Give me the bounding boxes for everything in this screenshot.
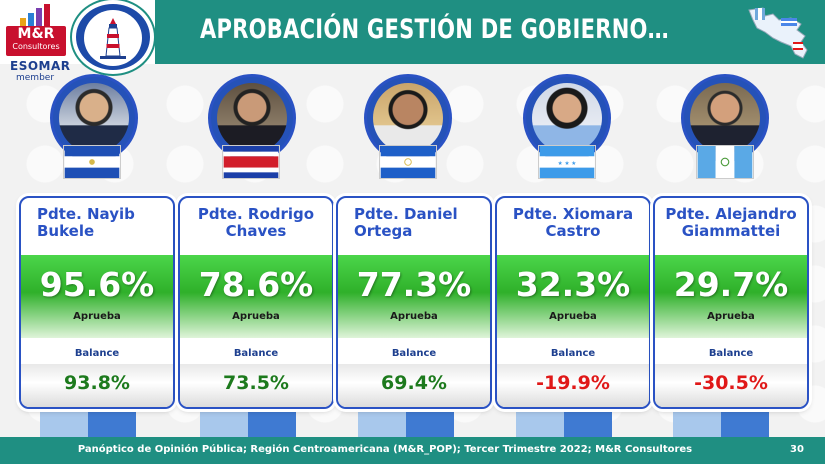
- balance-value: 69.4%: [381, 372, 447, 394]
- logo-mr-badge: M&R Consultores: [6, 26, 66, 56]
- portrait-ortega: [364, 74, 452, 162]
- approval-value: 32.3%: [515, 265, 631, 304]
- honduras-flag-icon: ★ ★ ★: [538, 145, 596, 179]
- approval-panel: 95.6% Aprueba: [21, 255, 173, 338]
- balance-label: Balance: [233, 348, 279, 359]
- card-tab: [358, 407, 454, 437]
- approval-value: 78.6%: [198, 265, 314, 304]
- approval-card-giammattei: Pdte. Alejandro Giammattei 29.7% Aprueba…: [653, 196, 809, 409]
- balance-label: Balance: [550, 348, 596, 359]
- card-tab: [200, 407, 296, 437]
- logo-main-text: M&R: [17, 26, 55, 42]
- balance-value: 93.8%: [64, 372, 130, 394]
- guatemala-flag-icon: [696, 145, 754, 179]
- approval-card-ortega: Pdte. Daniel Ortega 77.3% Aprueba Balanc…: [336, 196, 492, 409]
- esomar-text: ESOMAR: [10, 59, 71, 73]
- card-tab: [40, 407, 136, 437]
- member-text: member: [16, 73, 55, 83]
- nicaragua-flag-icon: [379, 145, 437, 179]
- card-tab: [516, 407, 612, 437]
- portrait-bukele: [50, 74, 138, 162]
- svg-text:★ ★ ★: ★ ★ ★: [558, 160, 577, 167]
- costa-rica-flag-icon: [222, 145, 280, 179]
- balance-value: -19.9%: [536, 372, 610, 394]
- balance-label: Balance: [74, 348, 120, 359]
- approval-panel: 77.3% Aprueba: [338, 255, 490, 338]
- approval-value: 29.7%: [673, 265, 789, 304]
- president-name: Pdte. Xiomara Castro: [512, 205, 634, 240]
- logo-sub-text: Consultores: [12, 42, 60, 51]
- approval-panel: 29.7% Aprueba: [655, 255, 807, 338]
- central-america-map-icon: [748, 7, 808, 59]
- approval-label: Aprueba: [390, 311, 438, 322]
- balance-value: 73.5%: [223, 372, 289, 394]
- approval-card-chaves: Pdte. Rodrigo Chaves 78.6% Aprueba Balan…: [178, 196, 334, 409]
- page-title: APROBACIÓN GESTIÓN DE GOBIERNO…: [200, 14, 669, 45]
- balance-panel: 69.4%: [338, 364, 490, 407]
- approval-card-castro: Pdte. Xiomara Castro 32.3% Aprueba Balan…: [495, 196, 651, 409]
- header-bar: M&R Consultores ESOMAR member APROBACIÓN…: [0, 0, 825, 83]
- president-name: Pdte. Alejandro Giammattei: [665, 205, 797, 240]
- page-number: 30: [790, 444, 804, 455]
- balance-panel: 73.5%: [180, 364, 332, 407]
- balance-panel: 93.8%: [21, 364, 173, 407]
- footer-bar: Panóptico de Opinión Pública; Región Cen…: [0, 437, 825, 464]
- approval-panel: 32.3% Aprueba: [497, 255, 649, 338]
- mr-consultores-logo: M&R Consultores ESOMAR member: [6, 4, 70, 83]
- approval-value: 77.3%: [356, 265, 472, 304]
- approval-card-bukele: Pdte. Nayib Bukele 95.6% Aprueba Balance…: [19, 196, 175, 409]
- logo-bars-icon: [20, 4, 54, 26]
- approval-label: Aprueba: [73, 311, 121, 322]
- balance-label: Balance: [391, 348, 437, 359]
- lighthouse-medal-icon: [72, 0, 154, 74]
- approval-label: Aprueba: [549, 311, 597, 322]
- balance-panel: -30.5%: [655, 364, 807, 407]
- footer-source-text: Panóptico de Opinión Pública; Región Cen…: [77, 444, 693, 455]
- card-tab: [673, 407, 769, 437]
- balance-label: Balance: [708, 348, 754, 359]
- approval-value: 95.6%: [39, 265, 155, 304]
- balance-value: -30.5%: [694, 372, 768, 394]
- president-name: Pdte. Daniel Ortega: [354, 205, 458, 240]
- president-name: Pdte. Rodrigo Chaves: [197, 205, 315, 240]
- president-name: Pdte. Nayib Bukele: [37, 205, 135, 240]
- approval-label: Aprueba: [232, 311, 280, 322]
- approval-label: Aprueba: [707, 311, 755, 322]
- balance-panel: -19.9%: [497, 364, 649, 407]
- el-salvador-flag-icon: [63, 145, 121, 179]
- approval-panel: 78.6% Aprueba: [180, 255, 332, 338]
